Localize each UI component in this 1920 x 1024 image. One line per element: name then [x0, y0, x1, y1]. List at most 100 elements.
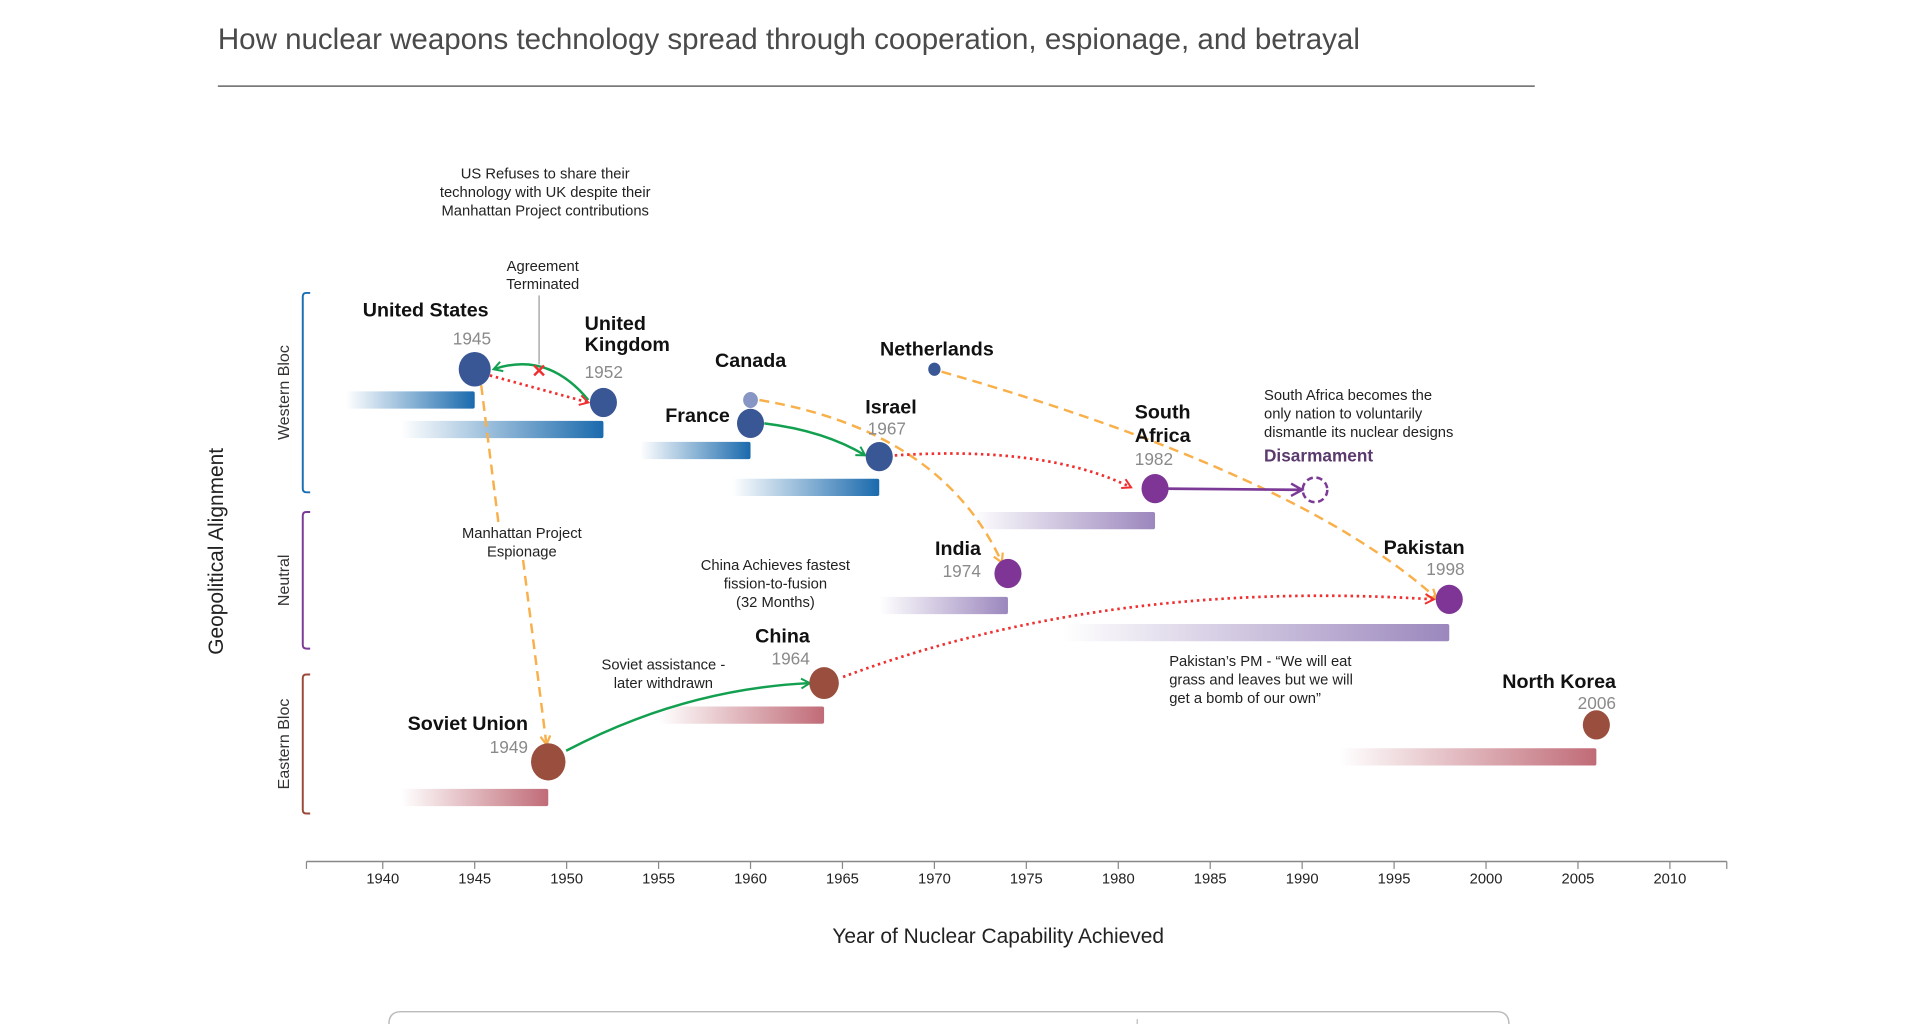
country-dot-north-korea — [1582, 710, 1610, 740]
annotation-us-refuses: Manhattan Project contributions — [442, 203, 649, 219]
country-labels: United States 1945 United Kingdom 1952 Canada… — [363, 299, 1617, 757]
x-tick-label: 1940 — [366, 872, 399, 888]
country-year-united-states: 1945 — [453, 329, 491, 349]
country-dot-france — [736, 408, 765, 439]
annotation-south-africa: South Africa becomes the — [1264, 388, 1432, 404]
bloc-bracket-western — [301, 291, 311, 494]
y-axis-title: Geopolitical Alignment — [205, 448, 228, 655]
program-bar-south-africa — [971, 512, 1156, 530]
annotation-agreement: Agreement — [507, 259, 579, 275]
chart-subtitle: How nuclear weapons technology spread th… — [218, 23, 1360, 56]
x-tick-label: 1960 — [734, 872, 767, 888]
country-dots — [458, 351, 1610, 781]
x-tick-label: 1965 — [826, 872, 859, 888]
disarmament-ghost-dot — [1301, 476, 1329, 504]
connection-betrayal-israel-to-south-africa — [894, 452, 1133, 489]
country-name-canada: Canada — [715, 350, 787, 372]
country-dot-netherlands — [928, 362, 941, 376]
annotation-pakistan-pm: Pakistan’s PM - “We will eat — [1169, 654, 1351, 670]
country-year-pakistan: 1998 — [1426, 559, 1464, 579]
x-tick-label: 1950 — [550, 872, 583, 888]
x-tick-label: 1980 — [1102, 872, 1135, 888]
country-year-china: 1964 — [772, 649, 811, 669]
program-bar-soviet-union — [401, 788, 549, 807]
program-bar-pakistan — [1063, 624, 1450, 642]
annotation-agreement: Terminated — [506, 277, 579, 293]
country-name-north-korea: North Korea — [1502, 671, 1617, 693]
connections — [480, 295, 1438, 750]
country-name-united-states: United States — [363, 299, 489, 321]
program-bar-france — [640, 441, 751, 460]
annotation-south-africa: only nation to voluntarily — [1264, 406, 1423, 422]
annotation-china-fusion: China Achieves fastest — [701, 558, 850, 574]
annotation-pakistan-pm: get a bomb of our own” — [1169, 691, 1321, 707]
country-dot-south-africa — [1141, 473, 1169, 504]
country-dot-canada — [743, 392, 758, 408]
connection-espionage-canada-to-india — [759, 398, 1004, 565]
annotation-espionage: Espionage — [487, 544, 557, 560]
annotation-espionage: Manhattan Project — [462, 526, 582, 542]
annotations: Disarmament US Refuses to share their tech… — [440, 166, 1454, 706]
country-year-soviet-union: 1949 — [490, 737, 528, 757]
x-tick-label: 2005 — [1562, 872, 1595, 888]
country-year-united-kingdom: 1952 — [585, 362, 623, 382]
program-bar-china — [658, 706, 825, 724]
program-bar-israel — [732, 478, 880, 496]
country-dot-india — [994, 558, 1022, 589]
country-year-north-korea: 2006 — [1578, 693, 1616, 713]
annotation-china-fusion: fission-to-fusion — [724, 576, 827, 592]
country-name-china: China — [755, 625, 811, 647]
country-name-south-africa: South Africa — [1135, 401, 1192, 446]
country-year-india: 1974 — [943, 561, 982, 581]
country-name-pakistan: Pakistan — [1384, 537, 1465, 559]
x-tick-label: 1945 — [458, 872, 491, 888]
annotation-south-africa: dismantle its nuclear designs — [1264, 425, 1453, 441]
connection-espionage-united-states-to-soviet-union — [480, 385, 546, 744]
country-name-india: India — [935, 538, 982, 560]
country-name-israel: Israel — [865, 397, 916, 419]
x-axis: 1940 1945 1950 1955 1960 1965 1970 1975 1980 1985… — [305, 860, 1728, 888]
country-dot-pakistan — [1435, 584, 1463, 615]
annotation-soviet-assist: later withdrawn — [614, 676, 713, 692]
program-bar-india — [879, 596, 1008, 615]
bloc-label-eastern: Eastern Bloc — [276, 699, 293, 790]
program-bars — [345, 391, 1597, 807]
x-tick-label: 1975 — [1010, 872, 1043, 888]
annotation-pakistan-pm: grass and leaves but we will — [1169, 672, 1353, 688]
annotation-soviet-assist: Soviet assistance - — [601, 658, 725, 674]
bloc-brackets: Western Bloc Neutral Eastern Bloc — [276, 291, 311, 815]
country-dot-united-kingdom — [589, 387, 617, 418]
program-bar-north-korea — [1338, 748, 1597, 766]
x-tick-label: 2010 — [1653, 872, 1686, 888]
disarmament-label: Disarmament — [1264, 446, 1373, 466]
x-tick-label: 1990 — [1286, 872, 1319, 888]
program-bar-united-states — [345, 391, 475, 409]
connection-cooperation-united-kingdom-to-united-states — [491, 361, 590, 401]
bloc-bracket-neutral — [301, 511, 311, 650]
country-year-south-africa: 1982 — [1135, 449, 1173, 469]
country-name-soviet-union: Soviet Union — [408, 713, 528, 735]
annotation-china-fusion: (32 Months) — [736, 595, 815, 611]
connection-disarmament-south-africa-to-disarmament — [1161, 489, 1302, 490]
annotation-us-refuses: technology with UK despite their — [440, 185, 651, 201]
annotation-us-refuses: US Refuses to share their — [461, 166, 630, 182]
bloc-label-neutral: Neutral — [276, 555, 293, 607]
x-tick-label: 1995 — [1378, 872, 1411, 888]
legend-panel — [388, 1010, 1510, 1024]
bloc-label-western: Western Bloc — [276, 345, 293, 440]
x-tick-label: 2000 — [1470, 872, 1503, 888]
connection-espionage-netherlands-to-pakistan — [941, 370, 1438, 600]
country-dot-china — [809, 667, 839, 700]
country-dot-united-states — [458, 351, 491, 387]
bloc-bracket-eastern — [301, 673, 311, 815]
connection-betrayal-united-states-to-united-kingdom — [489, 374, 591, 406]
connection-cooperation-france-to-israel — [764, 422, 867, 457]
country-year-israel: 1967 — [868, 418, 906, 438]
country-dot-israel — [865, 441, 893, 472]
program-bar-united-kingdom — [401, 420, 604, 439]
country-name-france: France — [665, 405, 730, 427]
x-axis-title: Year of Nuclear Capability Achieved — [832, 925, 1164, 948]
country-name-united-kingdom: United Kingdom — [585, 313, 670, 356]
country-dot-soviet-union — [531, 743, 566, 781]
terminated-x-icon — [533, 364, 545, 377]
